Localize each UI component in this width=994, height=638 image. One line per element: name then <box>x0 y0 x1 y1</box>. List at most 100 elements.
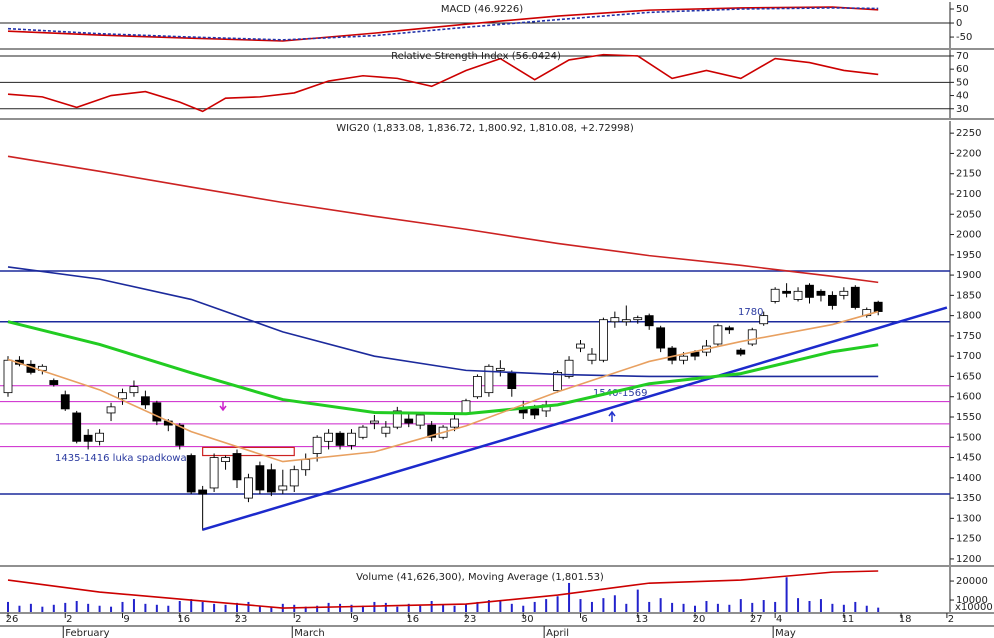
volume-bar <box>384 602 387 612</box>
candle-body <box>816 290 826 296</box>
y-tick-label: 1650 <box>956 371 981 382</box>
volume-bar <box>579 599 582 612</box>
candle-body <box>484 365 494 394</box>
candle-body <box>404 418 414 424</box>
volume-bar <box>774 601 777 612</box>
annotation: 1780 <box>738 307 763 318</box>
x-tick-label: 30 <box>521 614 534 625</box>
panel-title: MACD (46.9226) <box>441 4 523 15</box>
y-tick-label: 1450 <box>956 453 981 464</box>
volume-bar <box>373 601 376 612</box>
candle-body <box>599 319 608 361</box>
candle-body <box>747 329 757 345</box>
candle-body <box>209 457 219 489</box>
volume-bar <box>739 599 742 612</box>
candle-body <box>839 290 849 296</box>
y-tick-label: 1550 <box>956 412 981 423</box>
unit-label: x10000 <box>955 602 993 613</box>
candle-body <box>152 402 162 422</box>
volume-bar <box>213 603 216 612</box>
candle-body <box>198 489 208 495</box>
trend-line <box>202 306 948 531</box>
volume-bar <box>831 603 834 612</box>
x-tick-label: 6 <box>581 614 587 625</box>
candle-body <box>312 436 322 454</box>
indicator-line <box>7 320 879 416</box>
y-tick-label: 2200 <box>956 148 981 159</box>
volume-bar <box>671 602 674 612</box>
x-tick-label: 2 <box>948 614 954 625</box>
candle-body <box>553 371 562 392</box>
volume-bar <box>819 599 822 612</box>
candle-body <box>759 315 769 325</box>
y-tick-label: 1850 <box>956 290 981 301</box>
volume-bar <box>316 605 319 612</box>
candle-body <box>644 315 654 327</box>
candle-body <box>495 367 505 371</box>
volume-bar <box>144 603 147 612</box>
candle-body <box>450 418 459 428</box>
indicator-line <box>7 570 879 609</box>
candle-body <box>587 353 597 361</box>
y-tick-label: 1700 <box>956 351 981 362</box>
candle-body <box>118 392 127 400</box>
x-tick-label: 18 <box>899 614 912 625</box>
volume-bar <box>396 606 399 612</box>
y-tick-label: 10000 <box>956 595 988 606</box>
volume-bar <box>64 602 67 612</box>
volume-bar <box>865 605 868 612</box>
candle-body <box>381 426 391 434</box>
x-tick-label: 16 <box>406 614 419 625</box>
indicator-line <box>7 310 879 463</box>
panel-title: Volume (41,626,300), Moving Average (1,8… <box>356 572 604 583</box>
y-tick-label: 1750 <box>956 331 981 342</box>
y-tick-label: 1300 <box>956 513 981 524</box>
volume-bar <box>625 603 628 612</box>
candle-body <box>175 424 185 446</box>
indicator-line <box>7 53 879 113</box>
indicator-line <box>7 155 879 284</box>
candle-body <box>633 317 643 321</box>
y-tick-label: 2150 <box>956 169 981 180</box>
volume-bar <box>442 604 445 612</box>
candle-body <box>72 412 82 442</box>
candle-body <box>679 355 688 361</box>
candle-body <box>244 477 253 499</box>
panel-title: WIG20 (1,833.08, 1,836.72, 1,800.92, 1,8… <box>336 123 634 134</box>
volume-bar <box>7 601 9 612</box>
volume-bar <box>361 605 364 612</box>
volume-bar <box>75 600 78 612</box>
y-tick-label: 1600 <box>956 392 981 403</box>
volume-bar <box>613 595 616 612</box>
y-tick-label: 2000 <box>956 230 981 241</box>
candle-body <box>610 317 620 323</box>
x-tick-label: 4 <box>776 614 782 625</box>
month-label: May <box>775 628 796 638</box>
x-tick-label: 13 <box>635 614 648 625</box>
volume-bar <box>762 600 765 612</box>
volume-bar <box>751 602 754 612</box>
volume-bar <box>522 605 525 612</box>
candle-body <box>473 376 482 398</box>
volume-bar <box>785 577 788 612</box>
y-tick-label: 70 <box>956 51 969 62</box>
volume-bar <box>636 589 639 612</box>
volume-bar <box>419 605 422 612</box>
volume-bar <box>98 605 101 612</box>
arrow-down <box>219 401 227 412</box>
volume-bar <box>247 601 250 612</box>
y-tick-label: 50 <box>956 77 969 88</box>
candle-body <box>461 400 471 414</box>
annotation: 1435-1416 luka spadkowa <box>55 453 187 464</box>
x-tick-label: 23 <box>464 614 477 625</box>
y-tick-label: 1900 <box>956 270 981 281</box>
y-tick-label: 1950 <box>956 250 981 261</box>
volume-bar <box>568 582 571 612</box>
month-label: March <box>294 628 324 638</box>
volume-bar <box>224 604 227 612</box>
candle-body <box>873 301 883 312</box>
indicator-line <box>7 266 879 378</box>
volume-bar <box>453 605 456 612</box>
y-tick-label: 1500 <box>956 432 981 443</box>
volume-bar <box>659 598 662 612</box>
